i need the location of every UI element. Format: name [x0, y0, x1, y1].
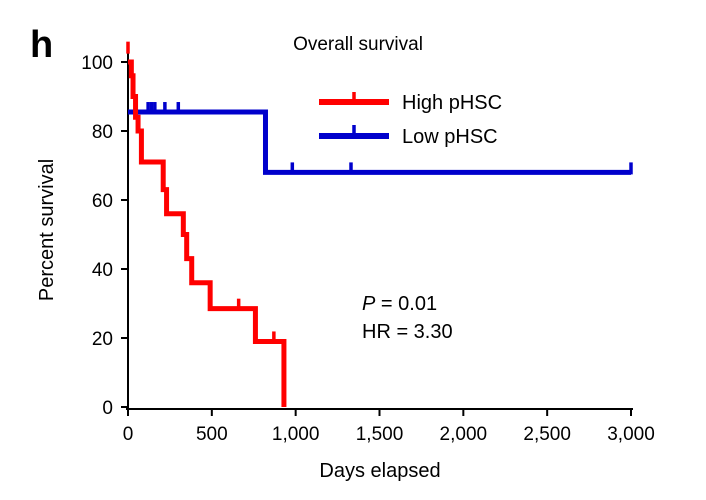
x-tick-label: 1,500 — [356, 424, 404, 445]
x-tick-label: 500 — [196, 424, 228, 445]
y-tick-label: 100 — [81, 53, 113, 74]
survival-curve-high-phsc — [128, 59, 287, 407]
y-tick-label: 40 — [92, 260, 113, 281]
x-tick-label: 0 — [123, 424, 134, 445]
p-value-text: = 0.01 — [375, 293, 437, 315]
legend: High pHSC Low pHSC — [319, 92, 502, 148]
p-value-annotation: P = 0.01 — [362, 293, 437, 315]
y-axis-label: Percent survival — [36, 159, 58, 301]
p-value-symbol: P — [362, 293, 376, 315]
chart-title: Overall survival — [293, 34, 423, 55]
panel-label: h — [30, 24, 53, 66]
x-tick-label: 2,500 — [523, 424, 571, 445]
y-tick-label: 80 — [92, 122, 113, 143]
x-tick-label: 2,000 — [440, 424, 488, 445]
y-tick-label: 0 — [102, 398, 113, 419]
y-tick-label: 20 — [92, 329, 113, 350]
legend-label-low: Low pHSC — [402, 126, 498, 148]
hr-annotation: HR = 3.30 — [362, 321, 453, 343]
legend-label-high: High pHSC — [402, 92, 502, 114]
y-tick-label: 60 — [92, 191, 113, 212]
x-tick-label: 3,000 — [607, 424, 655, 445]
survival-curve-low-phsc — [128, 109, 631, 175]
x-tick-label: 1,000 — [272, 424, 320, 445]
x-axis-label: Days elapsed — [319, 460, 440, 482]
